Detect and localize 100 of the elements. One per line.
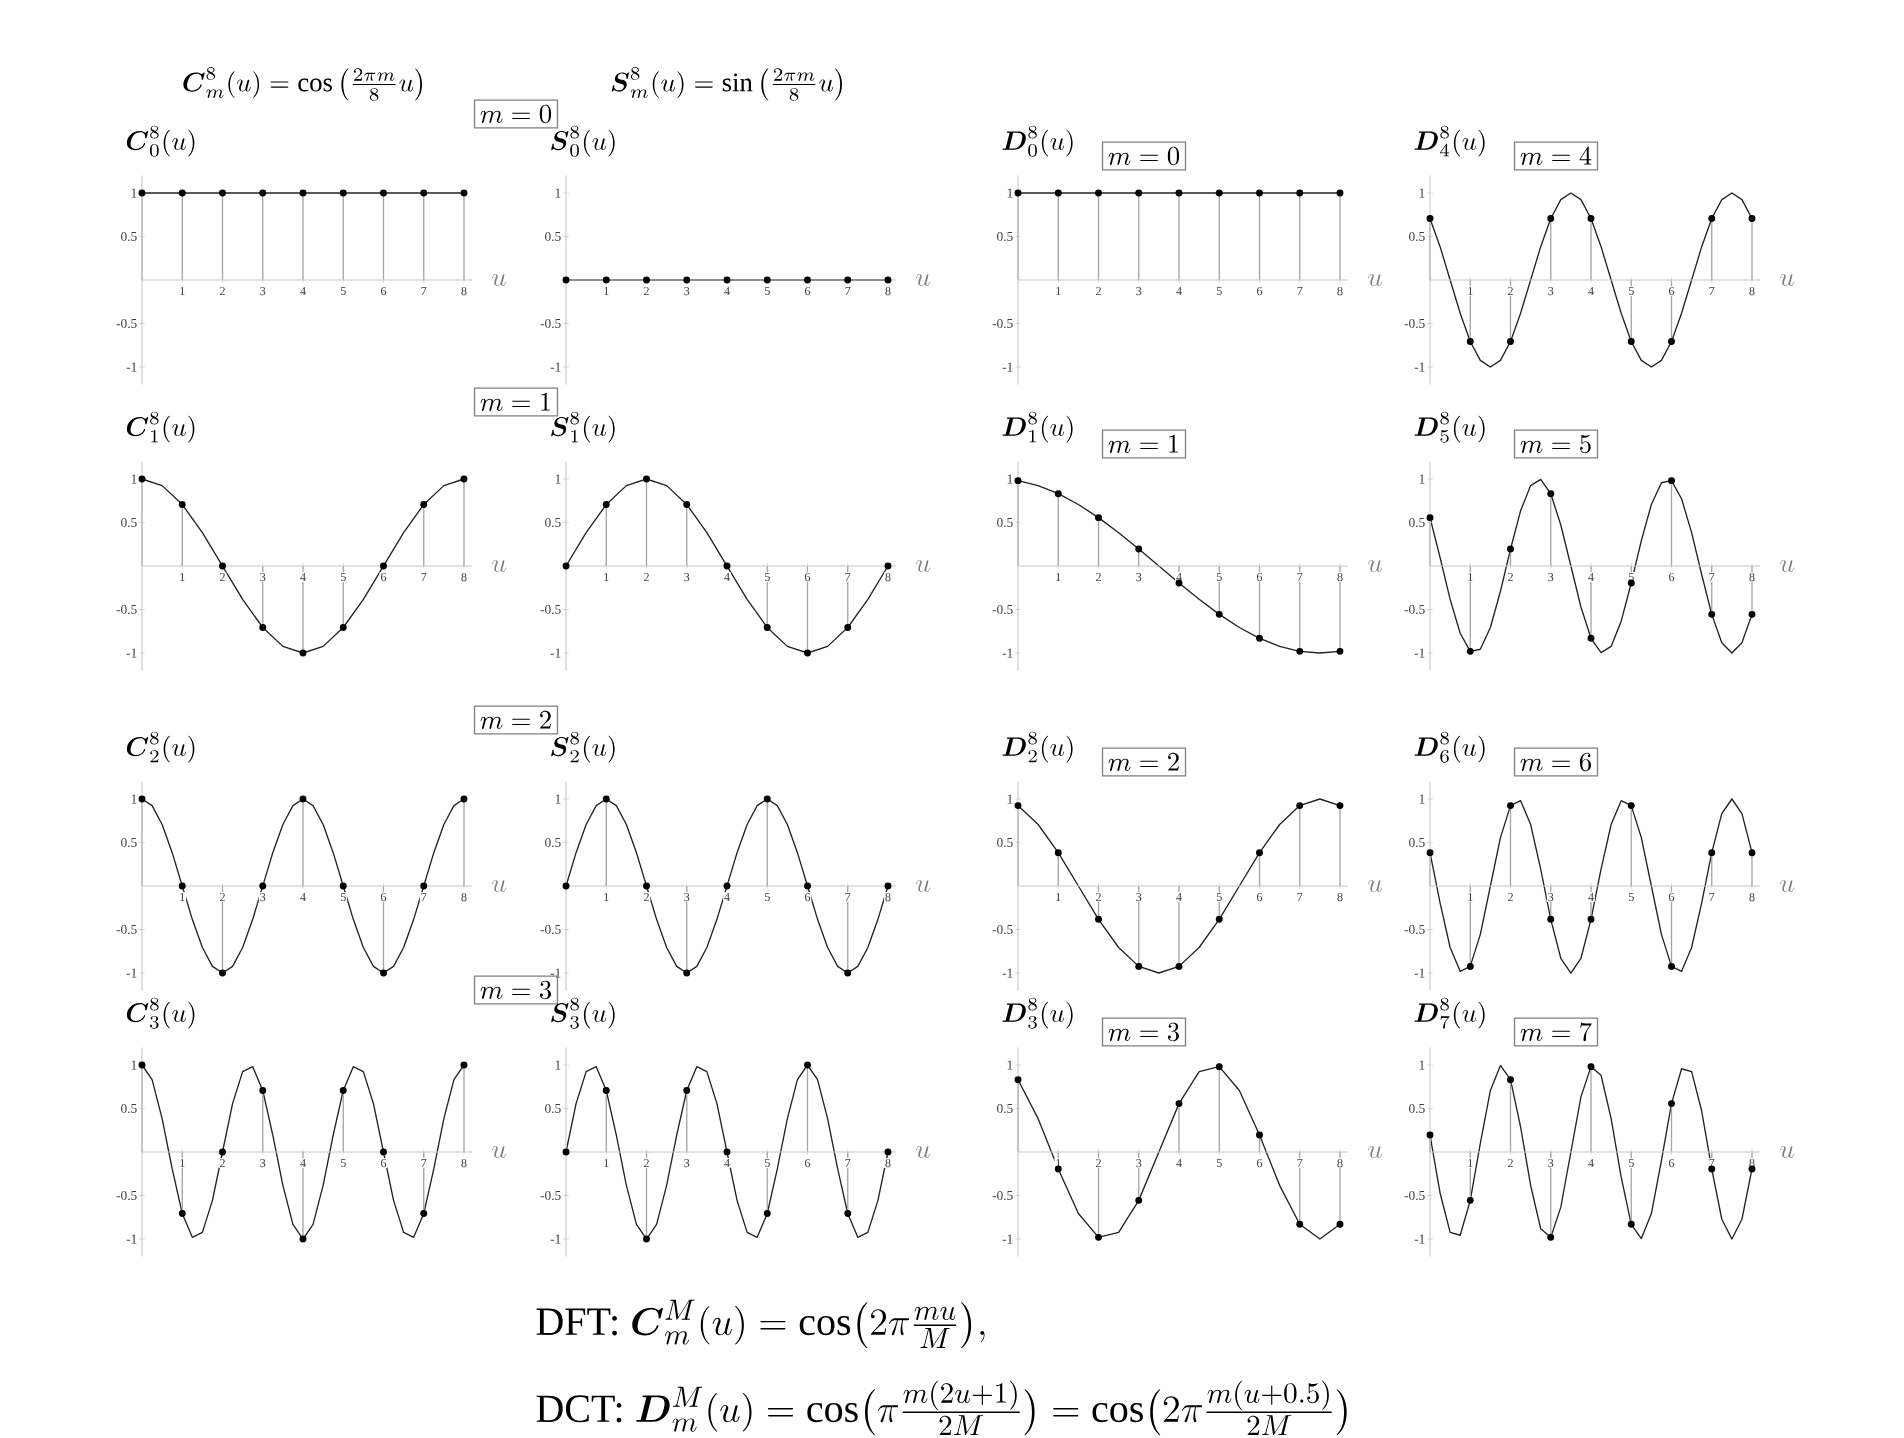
chart-title: $\boldsymbol{D}^{8}_{5}(u)$ bbox=[1414, 411, 1485, 443]
point bbox=[844, 1210, 852, 1217]
point bbox=[339, 1087, 347, 1094]
text: $m=4$ bbox=[1520, 146, 1592, 165]
point bbox=[1708, 1165, 1716, 1173]
x-axis-title: $u$ bbox=[1368, 1145, 1382, 1159]
point bbox=[1748, 849, 1756, 857]
point bbox=[299, 795, 307, 803]
point bbox=[1296, 802, 1304, 810]
x-axis-title: $u$ bbox=[492, 273, 506, 287]
point bbox=[683, 1087, 691, 1094]
point bbox=[602, 795, 610, 803]
point bbox=[1296, 1220, 1304, 1228]
point bbox=[844, 624, 852, 631]
line-series bbox=[1429, 478, 1753, 654]
chart-title: $\boldsymbol{D}^{8}_{7}(u)$ bbox=[1414, 997, 1485, 1029]
point bbox=[884, 882, 892, 890]
text: $m=0$ bbox=[1108, 146, 1180, 166]
chart-title: $\boldsymbol{S}^{8}_{2}(u)$ bbox=[551, 731, 615, 763]
point bbox=[643, 882, 650, 890]
point bbox=[1507, 1076, 1514, 1084]
line-series bbox=[1017, 479, 1341, 654]
chart-title: $\boldsymbol{C}^{8}_{2}(u)$ bbox=[126, 731, 195, 763]
point bbox=[1014, 1076, 1022, 1084]
chart-title: $\boldsymbol{D}^{8}_{3}(u)$ bbox=[1002, 997, 1073, 1029]
point bbox=[1054, 490, 1062, 498]
point bbox=[1547, 915, 1555, 923]
point bbox=[1547, 490, 1555, 498]
point bbox=[884, 1148, 892, 1156]
point bbox=[1175, 962, 1183, 970]
point bbox=[420, 1210, 428, 1217]
line-series bbox=[1429, 192, 1753, 368]
point bbox=[259, 882, 267, 890]
point bbox=[1466, 1196, 1474, 1204]
point bbox=[1587, 634, 1595, 642]
chart-title: $\boldsymbol{D}^{8}_{2}(u)$ bbox=[1002, 731, 1073, 763]
point bbox=[602, 1087, 610, 1094]
point bbox=[1336, 647, 1344, 655]
point bbox=[299, 1235, 307, 1243]
chart-title: $\boldsymbol{S}^{8}_{3}(u)$ bbox=[551, 997, 615, 1029]
line-series bbox=[1017, 798, 1341, 974]
point bbox=[1215, 610, 1223, 618]
point bbox=[643, 475, 650, 483]
chart-title: $\boldsymbol{D}^{8}_{0}(u)$ bbox=[1002, 125, 1073, 157]
point bbox=[1507, 545, 1514, 553]
chart-title: $\boldsymbol{S}^{8}_{0}(u)$ bbox=[551, 125, 615, 157]
point bbox=[1668, 962, 1675, 970]
point bbox=[1256, 849, 1263, 857]
point bbox=[804, 649, 811, 657]
point bbox=[1336, 1220, 1344, 1228]
point bbox=[683, 501, 691, 508]
point bbox=[178, 501, 186, 508]
point bbox=[1215, 1063, 1223, 1071]
point bbox=[602, 501, 610, 508]
point bbox=[1708, 610, 1716, 618]
x-axis-title: $u$ bbox=[916, 273, 930, 287]
point bbox=[1587, 1063, 1595, 1071]
line-series bbox=[1429, 798, 1753, 974]
point bbox=[1135, 545, 1143, 553]
x-axis-title: $u$ bbox=[1368, 273, 1382, 287]
chart-title: $\boldsymbol{C}^{8}_{0}(u)$ bbox=[126, 125, 195, 157]
point bbox=[1135, 1196, 1143, 1204]
point bbox=[138, 795, 146, 803]
text: $m=3$ bbox=[1108, 1022, 1180, 1042]
point bbox=[178, 882, 186, 890]
text: $m=5$ bbox=[1520, 434, 1591, 454]
point bbox=[299, 649, 307, 657]
point bbox=[1507, 802, 1514, 810]
point bbox=[1668, 477, 1675, 485]
text: $m=1$ bbox=[480, 392, 550, 411]
text: $m=0$ bbox=[480, 104, 552, 124]
x-axis-title: $u$ bbox=[1368, 559, 1382, 573]
chart-title: $\boldsymbol{C}^{8}_{3}(u)$ bbox=[126, 997, 195, 1029]
point bbox=[1256, 634, 1263, 642]
point bbox=[1296, 647, 1304, 655]
point bbox=[643, 1235, 650, 1243]
text: $\text{DFT: }\boldsymbol{C}^{M}_{m}(u)=\cos\bigl(2\pi\frac{mu}{M}\bigr),$ bbox=[536, 1299, 985, 1349]
point bbox=[1014, 802, 1022, 810]
point bbox=[844, 969, 852, 977]
point bbox=[1175, 579, 1183, 587]
x-axis-title: $u$ bbox=[1780, 559, 1794, 573]
point bbox=[178, 1210, 186, 1217]
point bbox=[219, 562, 226, 570]
point bbox=[380, 562, 387, 570]
point bbox=[723, 882, 731, 890]
line-series bbox=[1017, 1065, 1341, 1240]
point bbox=[380, 969, 387, 977]
point bbox=[219, 969, 226, 977]
x-axis-title: $u$ bbox=[916, 1145, 930, 1159]
line-series bbox=[141, 1064, 465, 1240]
point bbox=[1426, 514, 1434, 522]
point bbox=[1095, 514, 1102, 522]
point bbox=[339, 624, 347, 631]
point bbox=[1054, 849, 1062, 857]
point bbox=[259, 624, 267, 631]
text: $m=7$ bbox=[1520, 1022, 1592, 1042]
text: $\text{DCT: }\boldsymbol{D}^{M}_{m}(u)=\cos\bigl(\pi\frac{m(2u+1)}{2M}\bigr)=\cos\bigl(2\pi\frac{m(u+0.5)}{2M}\bigr)$ bbox=[536, 1380, 1347, 1436]
point bbox=[259, 1087, 267, 1094]
point bbox=[1426, 849, 1434, 857]
chart-title: $\boldsymbol{C}^{8}_{1}(u)$ bbox=[126, 411, 195, 443]
